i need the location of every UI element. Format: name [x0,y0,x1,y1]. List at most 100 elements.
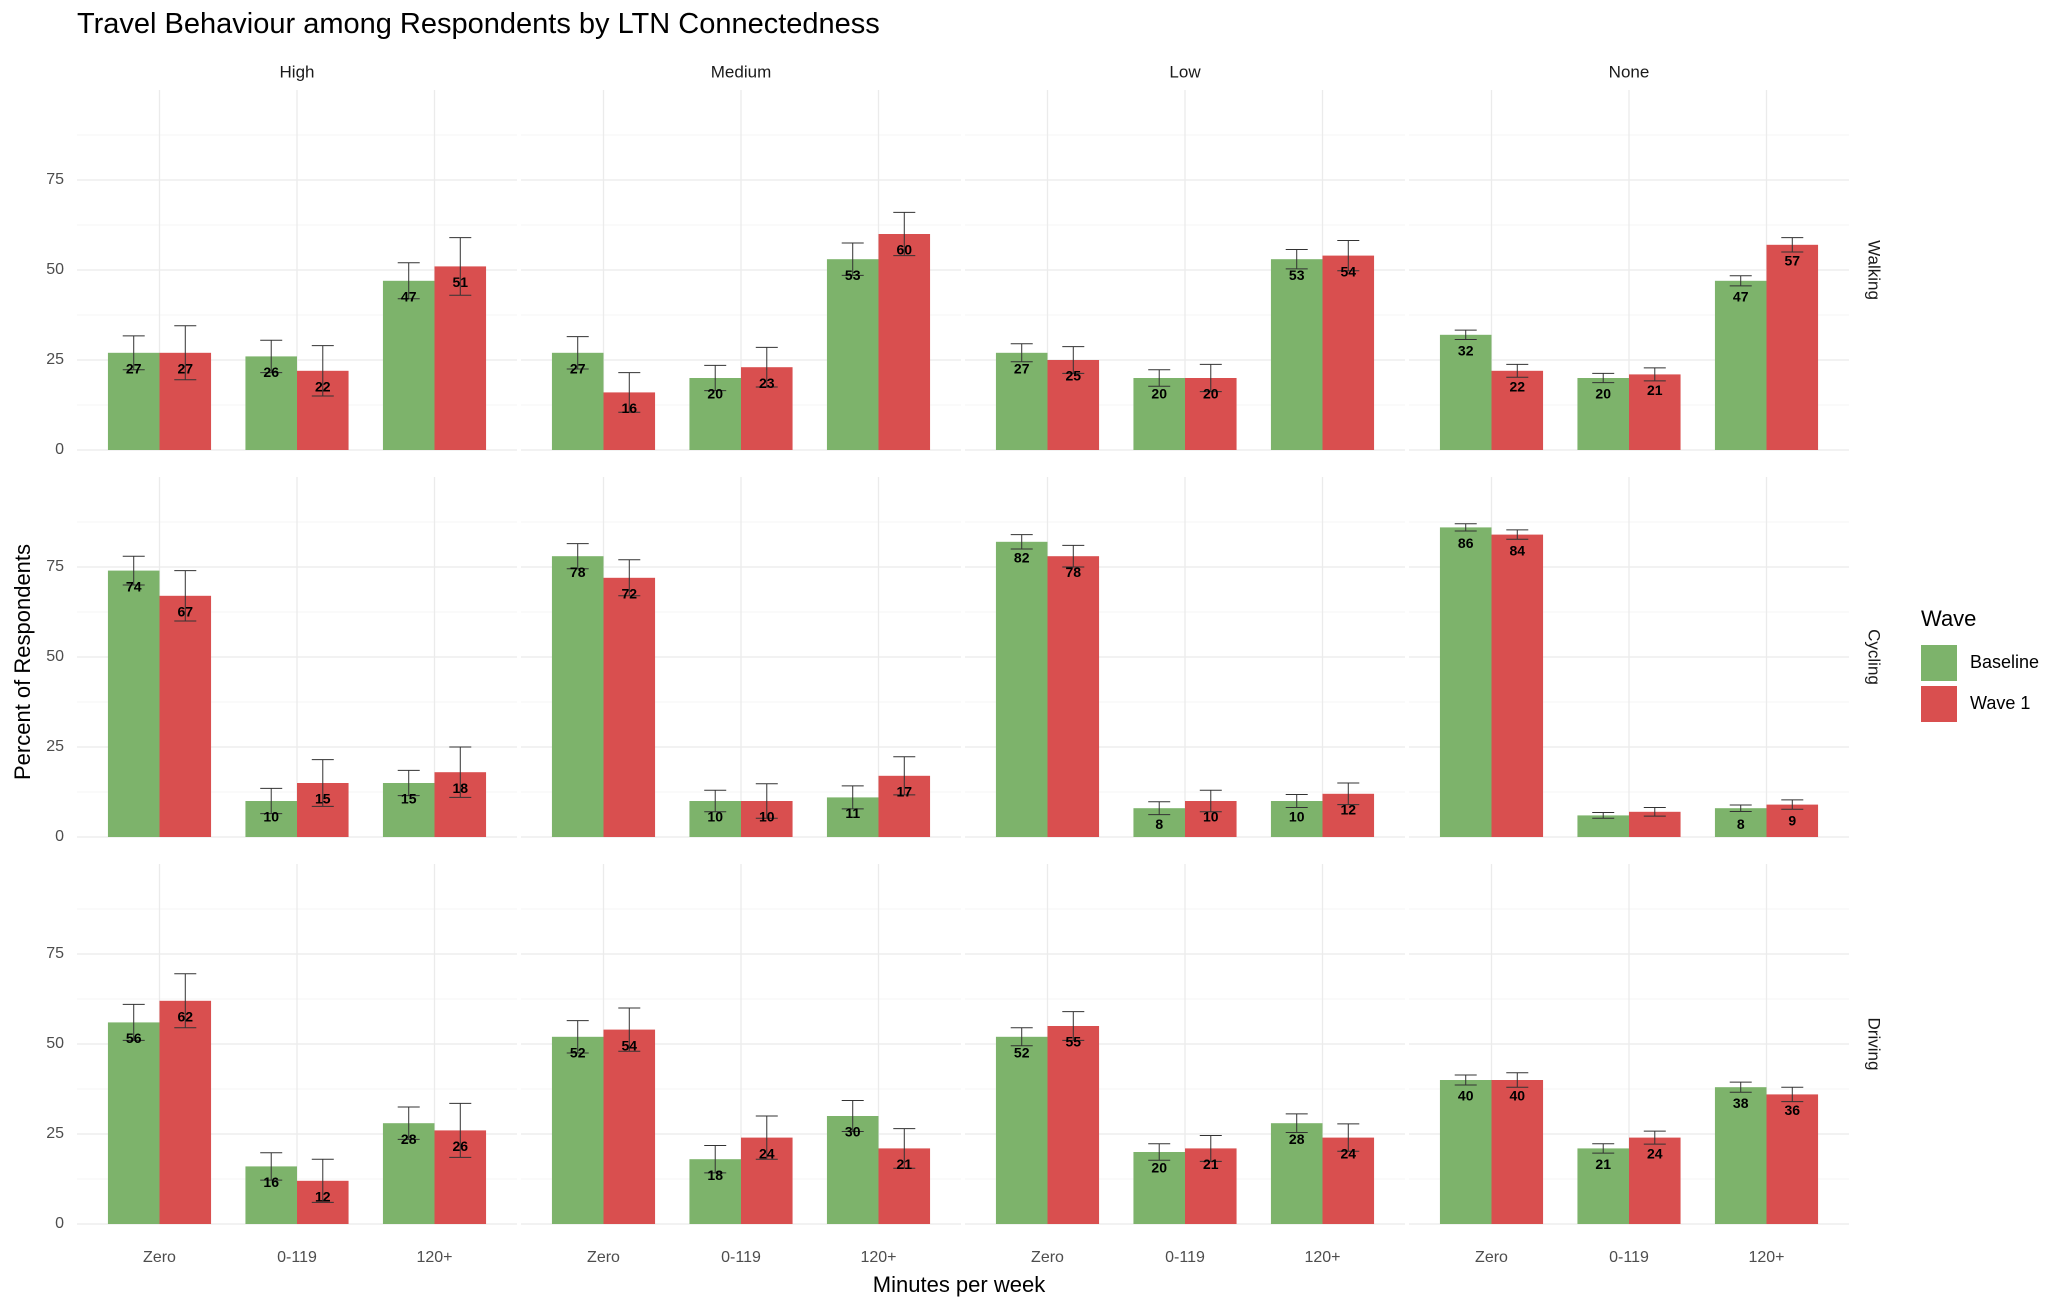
value-label: 10 [759,809,775,825]
y-tick-label: 25 [46,1125,64,1142]
column-strip-label: High [280,62,315,81]
value-label: 23 [759,375,775,391]
error-bar [1781,237,1804,253]
bar [1629,1137,1681,1224]
value-label: 15 [401,791,417,807]
column-strip-label: Medium [711,62,771,81]
value-label: 20 [707,386,723,402]
y-tick-label: 50 [46,648,64,665]
value-label: 21 [1647,382,1663,398]
value-label: 67 [177,604,193,620]
error-bar [841,1100,864,1132]
x-tick-label: 120+ [416,1249,452,1266]
value-label: 53 [845,267,861,283]
value-label: 12 [315,1189,331,1205]
error-bar [1062,1011,1085,1041]
value-label: 84 [1509,542,1525,558]
value-label: 78 [570,564,586,580]
error-bar [311,345,334,397]
error-bar [260,339,283,374]
value-label: 40 [1509,1088,1525,1104]
error-bar [122,1003,145,1041]
value-label: 21 [1203,1156,1219,1172]
value-label: 36 [1784,1102,1800,1118]
error-bar [1062,346,1085,374]
value-label: 47 [401,289,417,305]
error-bar [566,336,589,370]
error-bar [1010,1027,1033,1047]
row-strip-label: Walking [1865,240,1884,300]
value-label: 8 [1155,816,1163,832]
bar [995,1036,1048,1224]
bar [159,1000,212,1224]
x-tick-label: 0-119 [277,1249,317,1266]
error-bar [174,570,197,622]
value-label: 20 [1151,1160,1167,1176]
error-bar [1337,239,1360,272]
x-tick-label: 0-119 [1609,1249,1649,1266]
x-tick-label: Zero [587,1249,620,1266]
value-label: 26 [452,1138,468,1154]
value-label: 30 [845,1124,861,1140]
bar [1322,255,1375,450]
value-label: 47 [1733,289,1749,305]
bar [1491,534,1544,837]
bar [551,556,604,837]
error-bar [1199,363,1222,393]
error-bar [566,1020,589,1054]
legend-label: Wave 1 [1970,693,2030,713]
bar [1629,374,1681,450]
value-label: 74 [126,578,142,594]
value-label: 22 [1509,379,1525,395]
error-bar [1148,1143,1171,1161]
value-label: 40 [1458,1088,1474,1104]
error-bar [1062,544,1085,568]
error-bar [1337,782,1360,806]
value-label: 20 [1595,386,1611,402]
error-bar [755,346,778,388]
x-tick-label: Zero [1031,1249,1064,1266]
value-label: 12 [1340,802,1356,818]
x-tick-label: 0-119 [721,1249,761,1266]
value-label: 55 [1065,1034,1081,1050]
y-tick-label: 25 [46,351,64,368]
value-label: 60 [896,242,912,258]
error-bar [397,1106,420,1140]
error-bar [1454,329,1477,340]
y-tick-label: 50 [46,1035,64,1052]
value-label: 20 [1203,386,1219,402]
error-bar [704,1145,727,1174]
error-bar [449,746,472,798]
error-bar [122,335,145,371]
x-axis-title: Minutes per week [873,1272,1046,1297]
error-bar [1148,801,1171,816]
bar [995,541,1048,837]
error-bar [1199,789,1222,813]
error-bar [1729,1081,1752,1093]
bar [107,1022,160,1224]
value-label: 38 [1733,1095,1749,1111]
y-tick-label: 25 [46,738,64,755]
error-bar [893,211,916,257]
value-label: 52 [1014,1045,1030,1061]
error-bar [704,364,727,392]
legend-title: Wave [1921,606,1976,631]
error-bar [122,555,145,586]
value-label: 26 [263,364,279,380]
bar [1577,815,1629,837]
error-bar [1199,1134,1222,1162]
value-label: 53 [1289,267,1305,283]
error-bar [1148,369,1171,387]
error-bar [1592,812,1615,819]
error-bar [397,769,420,797]
error-bar [1337,1123,1360,1152]
value-label: 32 [1458,343,1474,359]
error-bar [1643,806,1666,817]
value-label: 82 [1014,550,1030,566]
bar [1714,808,1767,837]
bar [1270,1123,1323,1224]
value-label: 56 [126,1030,142,1046]
bar [1491,1080,1544,1224]
value-label: 86 [1458,535,1474,551]
